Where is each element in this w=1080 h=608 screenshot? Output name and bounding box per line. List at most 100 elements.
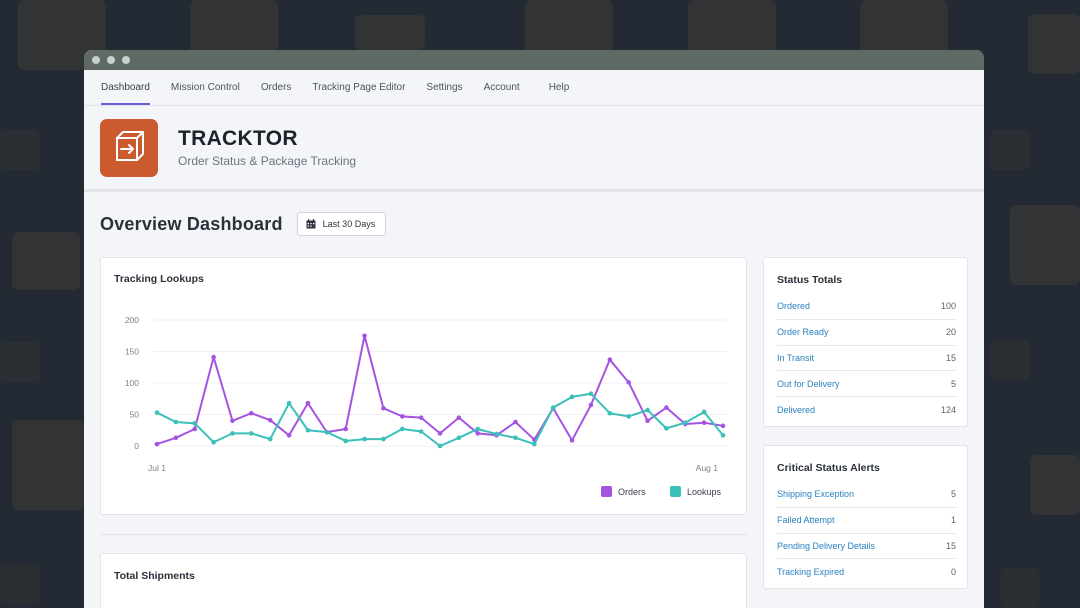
nav-help[interactable]: Help [548,82,570,93]
alert-row: Pending Delivery Details 15 [777,534,956,560]
alert-count: 5 [950,489,956,500]
tracking-lookups-card: Tracking Lookups 0 50 100 150 200 Jul 1 Aug 1 O… [100,257,747,515]
card-title: Critical Status Alerts [777,462,880,474]
alert-link-failed-attempt[interactable]: Failed Attempt [777,515,835,526]
background-package [12,420,84,510]
alert-row: Tracking Expired 0 [777,559,956,585]
background-package [12,232,80,290]
legend-swatch-lookups [670,486,681,497]
nav-settings[interactable]: Settings [426,82,463,93]
window-titlebar [84,50,984,70]
data-point-lookups [249,431,254,436]
status-count: 124 [940,405,956,416]
data-point-orders [230,418,235,424]
data-point-lookups [324,429,330,435]
nav-account[interactable]: Account [483,82,520,93]
status-link-delivered[interactable]: Delivered [777,405,816,416]
status-row: Delivered 124 [777,397,956,423]
data-point-lookups [626,414,631,419]
data-point-orders [305,400,311,406]
date-range-label: Last 30 Days [322,219,376,229]
data-point-orders [475,431,481,436]
status-count: 15 [945,352,956,363]
y-tick-label: 100 [125,378,139,388]
data-point-lookups [607,410,613,416]
window-minimize-button[interactable] [107,56,115,64]
background-package [990,130,1030,170]
alert-row: Failed Attempt 1 [777,508,956,534]
data-point-orders [645,418,650,424]
data-point-lookups [305,427,311,433]
status-row: Out for Delivery 5 [777,371,956,398]
card-title: Status Totals [777,274,843,286]
alert-link-shipping-exception[interactable]: Shipping Exception [777,489,855,500]
nav-dashboard[interactable]: Dashboard [101,70,150,105]
data-point-orders [173,435,179,441]
status-link-out-for-delivery[interactable]: Out for Delivery [777,378,840,389]
data-point-lookups [682,420,688,425]
status-count: 20 [945,327,956,338]
calendar-icon [306,219,316,229]
legend-label-orders: Orders [618,487,646,497]
alert-row: Shipping Exception 5 [777,482,956,508]
data-point-orders [192,426,198,432]
background-package [0,130,40,170]
y-tick-label: 150 [125,347,139,357]
y-tick-label: 50 [130,410,140,420]
tracking-lookups-chart: 0 50 100 150 200 Jul 1 Aug 1 Orders Lookups [125,315,727,497]
status-link-order-ready[interactable]: Order Ready [777,327,829,338]
status-link-ordered[interactable]: Ordered [777,301,811,312]
data-point-lookups [173,419,179,425]
data-point-orders [343,426,348,432]
data-point-lookups [720,432,726,438]
data-point-lookups [343,438,348,444]
status-row: Order Ready 20 [777,320,956,346]
data-point-orders [720,423,726,429]
nav-mission-control[interactable]: Mission Control [170,82,240,93]
data-point-orders [513,419,518,425]
data-point-lookups [211,439,216,445]
box-arrow-icon [116,130,144,161]
app-subtitle: Order Status & Package Tracking [178,154,357,168]
data-point-lookups [399,426,405,432]
background-package [1000,568,1040,608]
x-tick-label: Jul 1 [148,463,166,473]
data-point-orders [588,402,594,408]
data-point-orders [569,438,575,443]
background-package [0,565,40,605]
app-title: TRACKTOR [178,127,298,150]
status-link-in-transit[interactable]: In Transit [777,352,815,363]
alert-link-pending-delivery-details[interactable]: Pending Delivery Details [777,540,876,551]
status-count: 100 [940,301,956,312]
background-package [1028,14,1080,74]
alert-count: 15 [945,540,956,551]
status-row: In Transit 15 [777,346,956,372]
nav-tracking-page-editor[interactable]: Tracking Page Editor [312,82,406,93]
data-point-lookups [550,405,556,410]
critical-alerts-card: Critical Status Alerts Shipping Exceptio… [763,445,968,589]
background-package [1010,205,1080,285]
nav-orders[interactable]: Orders [260,82,292,93]
data-point-orders [456,415,462,420]
alert-count: 0 [950,567,956,578]
alert-link-tracking-expired[interactable]: Tracking Expired [777,567,845,578]
data-point-orders [249,410,254,416]
total-shipments-card: Total Shipments [100,553,747,608]
data-point-lookups [701,409,707,415]
background-package [1030,455,1080,515]
series-line-orders [156,334,724,446]
data-point-orders [626,380,631,385]
data-point-orders [701,420,707,425]
date-range-button[interactable]: Last 30 Days [296,212,387,236]
window-close-button[interactable] [92,56,100,64]
data-point-orders [267,417,273,423]
window-maximize-button[interactable] [122,56,130,64]
status-row: Ordered 100 [777,294,956,320]
data-point-orders [418,415,424,420]
overview-header: Overview Dashboard Last 30 Days [84,192,984,236]
legend-label-lookups: Lookups [687,487,722,497]
card-title: Tracking Lookups [114,273,204,285]
status-totals-card: Status Totals Ordered 100 Order Ready 20… [763,257,968,427]
page-title: Overview Dashboard [100,213,283,234]
top-nav: Dashboard Mission Control Orders Trackin… [84,70,984,106]
